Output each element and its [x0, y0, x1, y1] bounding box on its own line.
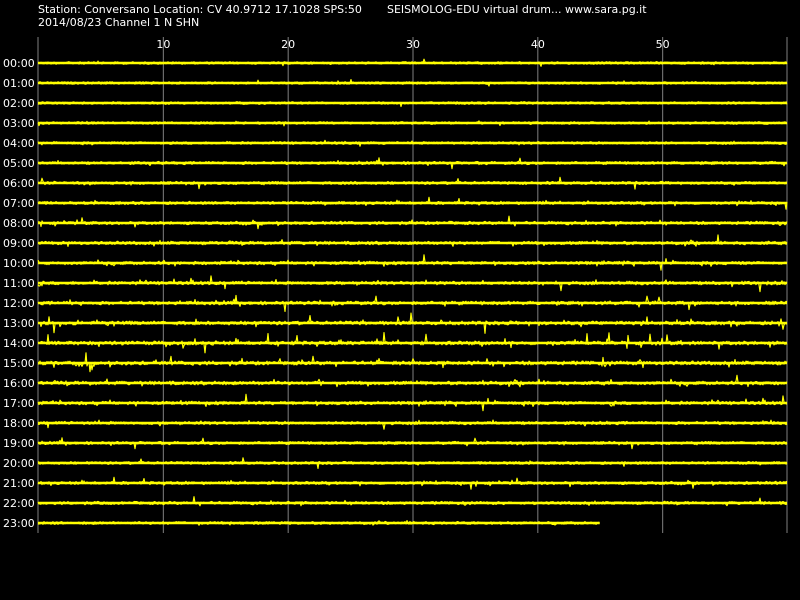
- hour-label-1000: 10:00: [3, 257, 35, 270]
- hour-label-0900: 09:00: [3, 237, 35, 250]
- hour-label-0500: 05:00: [3, 157, 35, 170]
- hour-label-1900: 19:00: [3, 437, 35, 450]
- hour-label-1200: 12:00: [3, 297, 35, 310]
- hour-label-1700: 17:00: [3, 397, 35, 410]
- x-tick-label-30: 30: [406, 38, 420, 51]
- hour-label-0200: 02:00: [3, 97, 35, 110]
- hour-label-0100: 01:00: [3, 77, 35, 90]
- hour-label-0800: 08:00: [3, 217, 35, 230]
- hour-label-1400: 14:00: [3, 337, 35, 350]
- hour-label-0000: 00:00: [3, 57, 35, 70]
- x-tick-label-40: 40: [531, 38, 545, 51]
- hour-label-0600: 06:00: [3, 177, 35, 190]
- x-tick-label-20: 20: [281, 38, 295, 51]
- hour-label-1300: 13:00: [3, 317, 35, 330]
- source-info: SEISMOLOG-EDU virtual drum... www.sara.p…: [387, 3, 647, 16]
- trace-layer: [37, 58, 788, 526]
- hour-label-2100: 21:00: [3, 477, 35, 490]
- grid-layer: [37, 37, 788, 533]
- hour-label-0300: 03:00: [3, 117, 35, 130]
- label-layer: 10 20 30 40 50 00:00 01:00 02:00 03:00 04:00 05:00…: [3, 38, 670, 530]
- date-channel-info: 2014/08/23 Channel 1 N SHN: [38, 16, 200, 29]
- hour-label-0400: 04:00: [3, 137, 35, 150]
- hour-label-1100: 11:00: [3, 277, 35, 290]
- station-info: Station: Conversano Location: CV 40.9712…: [38, 3, 362, 16]
- hour-label-0700: 07:00: [3, 197, 35, 210]
- hour-label-1500: 15:00: [3, 357, 35, 370]
- hour-label-2200: 22:00: [3, 497, 35, 510]
- x-tick-label-10: 10: [156, 38, 170, 51]
- hour-label-1800: 18:00: [3, 417, 35, 430]
- x-tick-label-50: 50: [656, 38, 670, 51]
- hour-label-2300: 23:00: [3, 517, 35, 530]
- hour-label-2000: 20:00: [3, 457, 35, 470]
- hour-label-1600: 16:00: [3, 377, 35, 390]
